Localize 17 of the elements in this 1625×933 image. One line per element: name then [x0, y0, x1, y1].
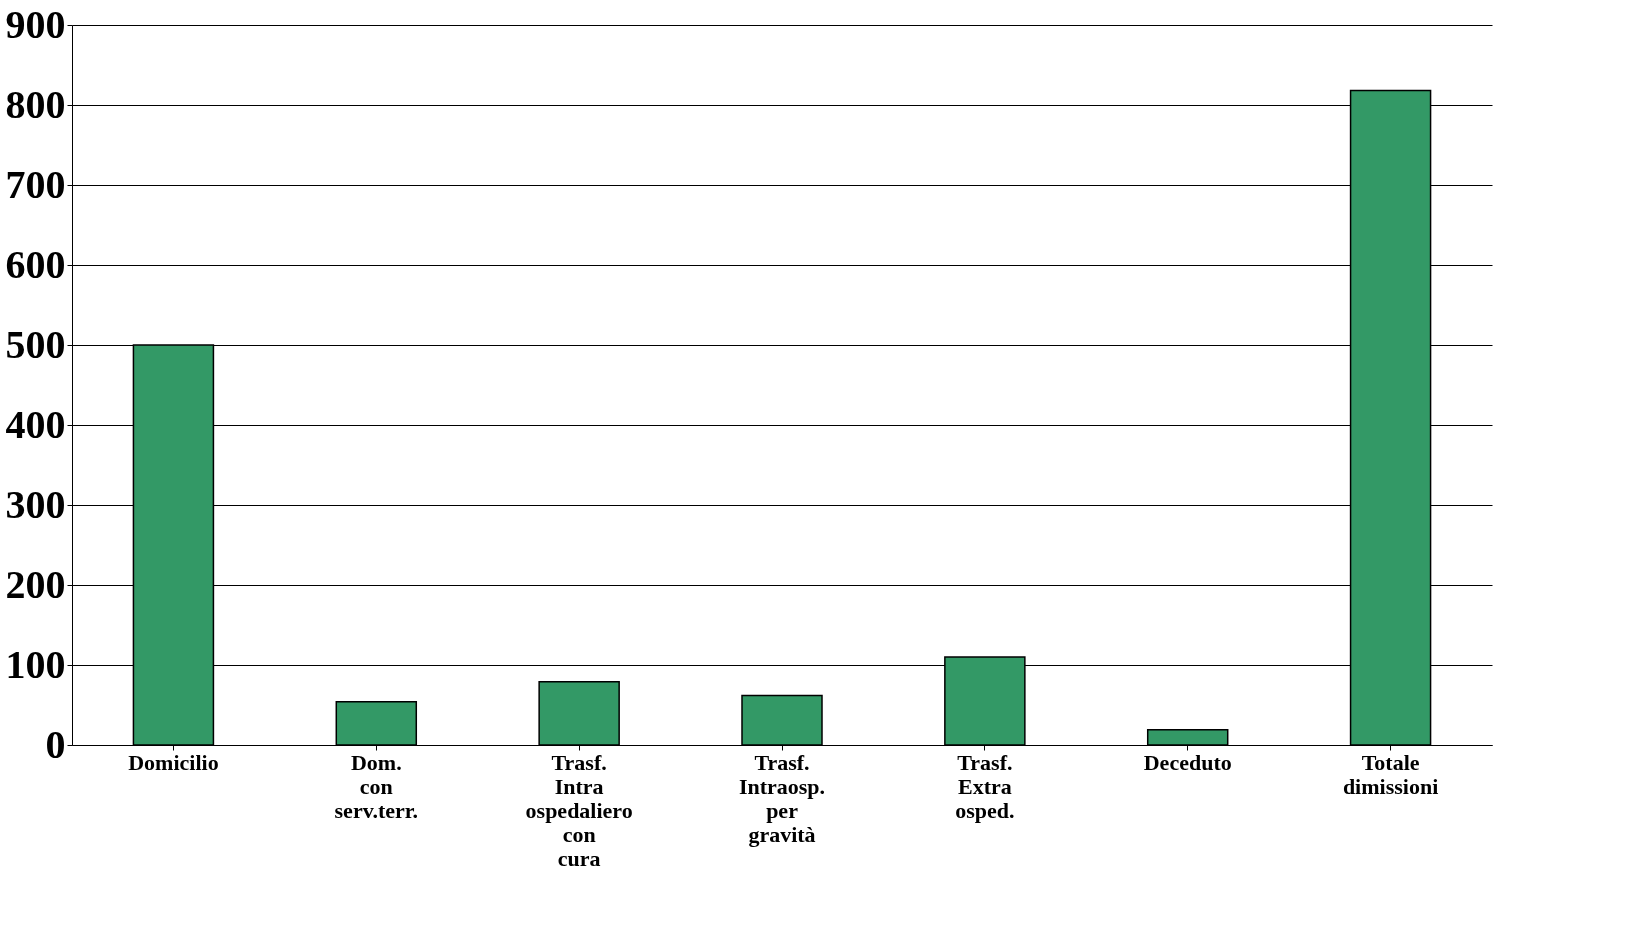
y-tick-label: 500 [5, 321, 66, 367]
y-tick-label: 0 [45, 721, 66, 767]
y-tick-label: 300 [5, 481, 66, 527]
x-tick-label: Trasf. Intra ospedaliero con cura [525, 749, 633, 871]
y-tick-label: 100 [5, 641, 66, 687]
x-tick-label: Trasf. Extra osped. [955, 749, 1015, 823]
x-tick-label: Deceduto [1143, 749, 1232, 775]
y-tick-label: 900 [5, 1, 66, 47]
x-tick-label: Trasf. Intraosp. per gravità [738, 749, 826, 847]
x-tick-label: Totale dimissioni [1342, 749, 1439, 799]
y-tick-label: 400 [5, 401, 66, 447]
x-tick-label: Dom. con serv.terr. [334, 749, 419, 823]
y-tick-label: 200 [5, 561, 66, 607]
y-tick-label: 800 [5, 81, 66, 127]
x-tick-label: Domicilio [128, 749, 219, 775]
y-tick-label: 600 [5, 241, 66, 287]
y-tick-label: 700 [5, 161, 66, 207]
